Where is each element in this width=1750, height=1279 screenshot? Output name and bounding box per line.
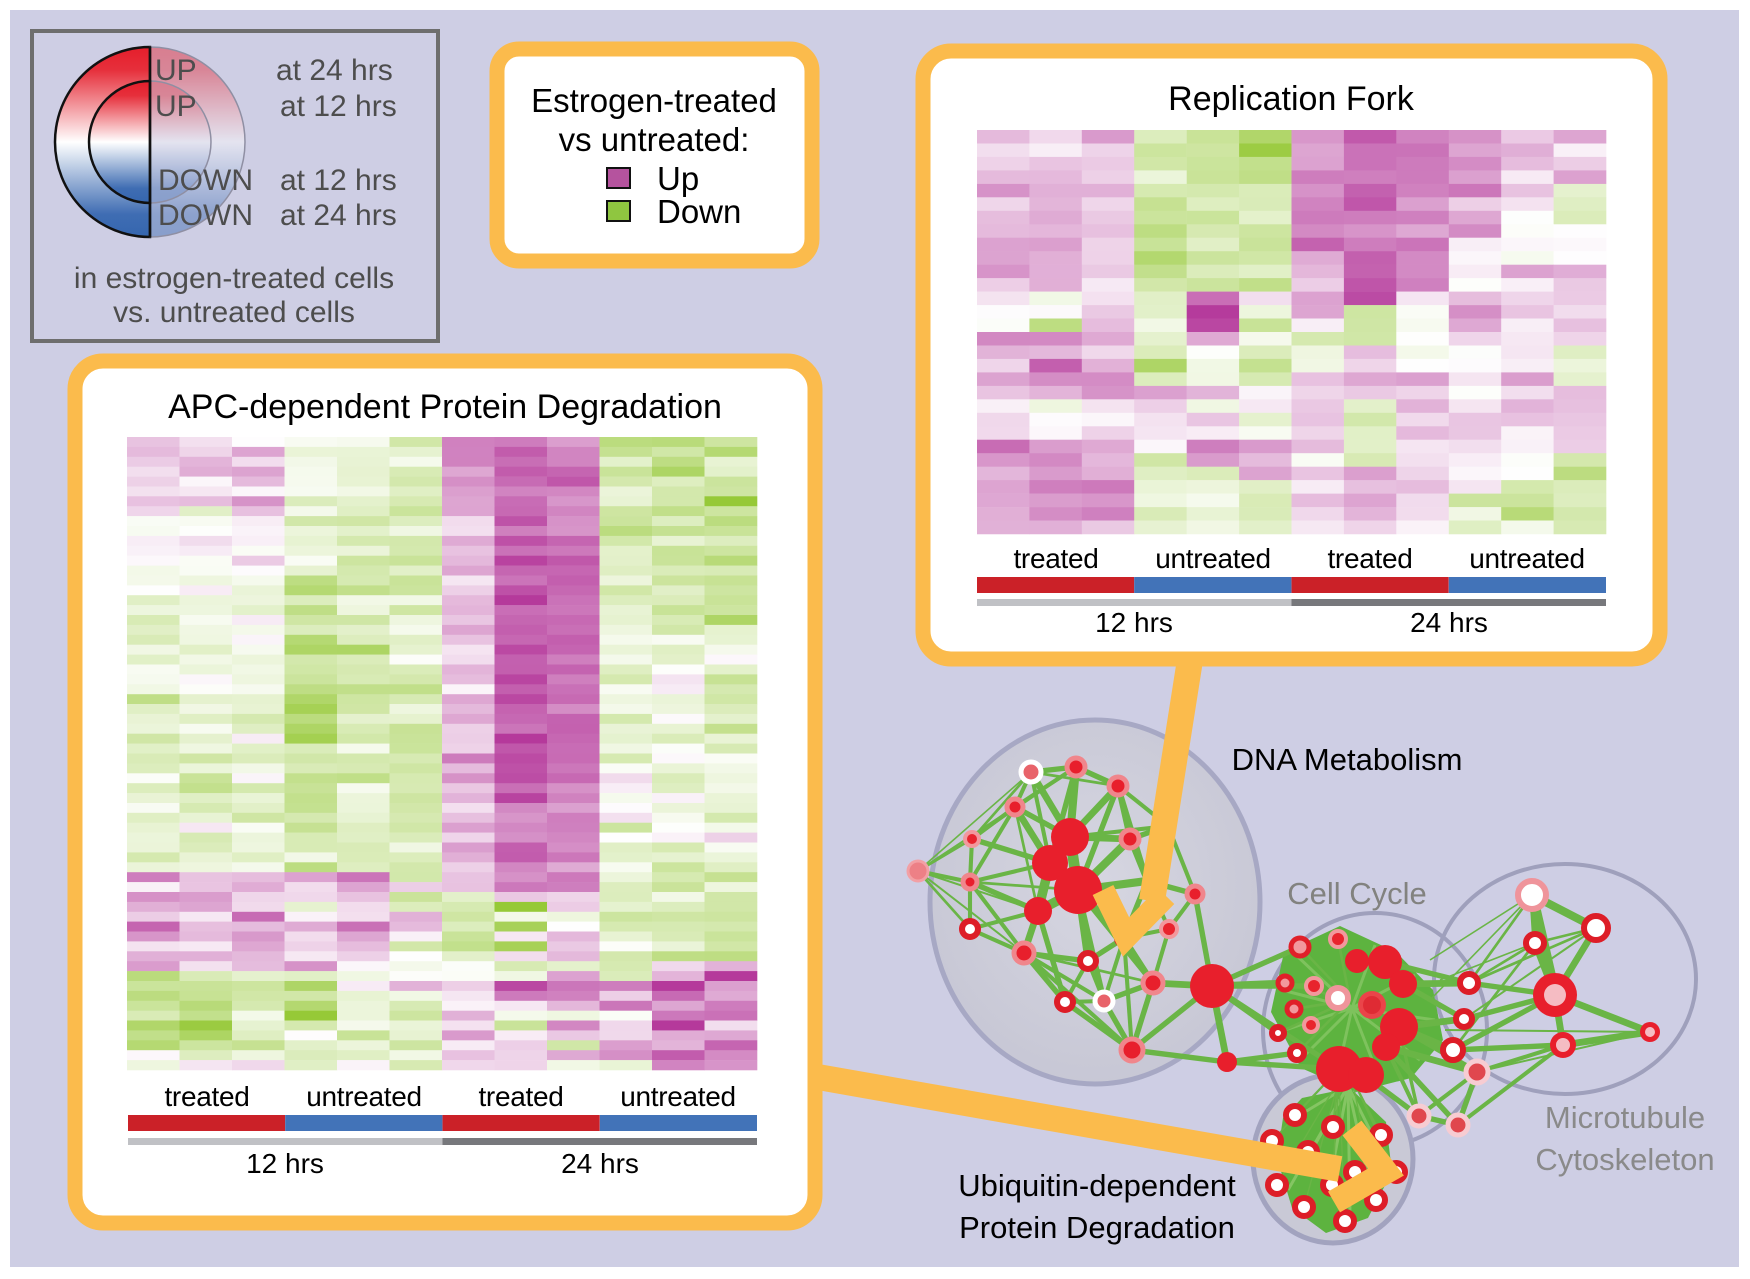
svg-text:untreated: untreated (1469, 543, 1585, 574)
svg-text:treated: treated (164, 1081, 249, 1112)
svg-text:vs untreated:: vs untreated: (559, 121, 750, 158)
svg-text:Ubiquitin-dependent: Ubiquitin-dependent (958, 1168, 1236, 1203)
svg-text:treated: treated (1327, 543, 1412, 574)
svg-text:treated: treated (1013, 543, 1098, 574)
svg-text:untreated: untreated (620, 1081, 736, 1112)
svg-text:at 12 hrs: at 12 hrs (280, 164, 397, 197)
svg-text:Down: Down (657, 193, 741, 230)
svg-text:Cytoskeleton: Cytoskeleton (1535, 1142, 1714, 1177)
svg-text:UP: UP (155, 90, 197, 123)
svg-text:12 hrs: 12 hrs (246, 1148, 324, 1179)
svg-text:APC-dependent Protein Degradat: APC-dependent Protein Degradation (168, 388, 722, 426)
svg-text:Microtubule: Microtubule (1545, 1100, 1705, 1135)
svg-text:Up: Up (657, 160, 699, 197)
svg-text:Protein Degradation: Protein Degradation (959, 1210, 1235, 1245)
svg-text:at 24 hrs: at 24 hrs (276, 54, 393, 87)
svg-text:Cell Cycle: Cell Cycle (1287, 876, 1427, 911)
svg-text:DOWN: DOWN (158, 199, 253, 232)
svg-text:12 hrs: 12 hrs (1095, 607, 1173, 638)
svg-text:in estrogen-treated cells: in estrogen-treated cells (74, 262, 394, 295)
svg-text:DNA Metabolism: DNA Metabolism (1232, 742, 1463, 777)
svg-text:vs. untreated cells: vs. untreated cells (113, 296, 355, 329)
svg-text:untreated: untreated (306, 1081, 422, 1112)
svg-text:UP: UP (155, 54, 197, 87)
svg-text:untreated: untreated (1155, 543, 1271, 574)
svg-text:at 24 hrs: at 24 hrs (280, 199, 397, 232)
svg-text:24 hrs: 24 hrs (1410, 607, 1488, 638)
svg-text:at 12 hrs: at 12 hrs (280, 90, 397, 123)
svg-text:DOWN: DOWN (158, 164, 253, 197)
svg-text:Replication Fork: Replication Fork (1168, 80, 1415, 118)
svg-text:treated: treated (478, 1081, 563, 1112)
svg-text:Estrogen-treated: Estrogen-treated (531, 82, 777, 119)
svg-text:24 hrs: 24 hrs (561, 1148, 639, 1179)
